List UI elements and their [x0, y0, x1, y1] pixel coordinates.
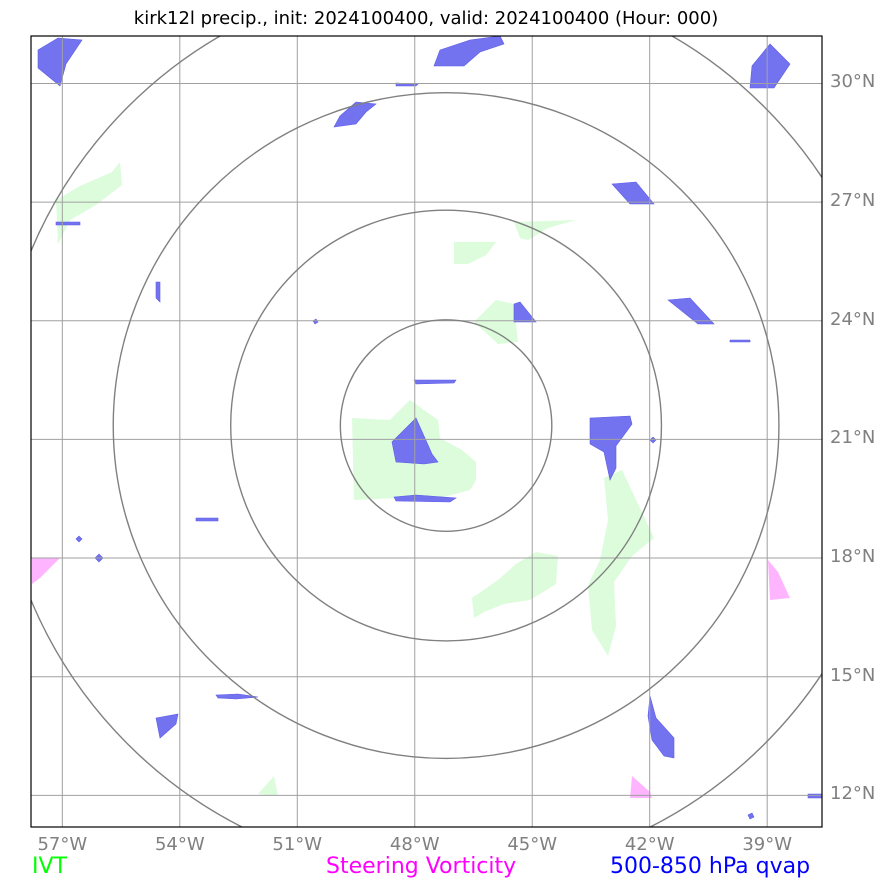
ivt-region [474, 300, 518, 344]
range-ring [230, 209, 663, 642]
latitude-tick-label: 18°N [830, 546, 876, 568]
qvap-region [413, 379, 457, 385]
longitude-tick-label: 54°W [154, 834, 205, 855]
longitude-tick-label: 45°W [507, 834, 558, 855]
ivt-region [588, 470, 654, 656]
longitude-tick-label: 42°W [624, 834, 675, 855]
ivt-region [258, 776, 278, 796]
qvap-region [729, 339, 751, 343]
qvap-region [155, 281, 161, 303]
qvap-region [393, 494, 457, 503]
qvap-region [155, 713, 179, 739]
qvap-region [649, 436, 657, 444]
legend-ivt: IVT [32, 854, 67, 879]
ivt-region [514, 220, 576, 240]
qvap-region [75, 535, 83, 543]
vorticity-regions [32, 558, 790, 798]
map-title: kirk12l precip., init: 2024100400, valid… [133, 8, 719, 29]
qvap-region [55, 221, 81, 226]
longitude-tick-label: 48°W [389, 834, 440, 855]
vorticity-region [630, 776, 652, 798]
latitude-tick-label: 27°N [830, 190, 876, 212]
map-frame [30, 35, 823, 828]
qvap-region [589, 415, 633, 481]
longitude-tick-label: 51°W [272, 834, 323, 855]
vorticity-region [768, 560, 790, 600]
qvap-region [333, 101, 377, 128]
latitude-tick-label: 15°N [830, 664, 876, 686]
qvap-region [312, 318, 319, 325]
vorticity-region [32, 558, 60, 584]
qvap-region [807, 793, 823, 799]
qvap-region [513, 301, 537, 323]
qvap-regions [37, 35, 823, 820]
gridlines [31, 36, 822, 827]
qvap-region [747, 812, 755, 820]
legend-qvap: 500-850 hPa qvap [610, 854, 811, 879]
qvap-region [611, 181, 655, 205]
range-ring [112, 92, 780, 760]
range-ring [339, 319, 553, 532]
ivt-region [454, 242, 496, 264]
ivt-region [472, 552, 558, 618]
latitude-tick-label: 12°N [830, 783, 876, 805]
longitude-tick-label: 39°W [742, 834, 793, 855]
qvap-region [37, 37, 83, 87]
ivt-region [56, 162, 122, 244]
qvap-region [749, 43, 791, 89]
qvap-region [647, 695, 675, 759]
latitude-tick-label: 30°N [830, 71, 876, 93]
qvap-region [667, 297, 715, 325]
qvap-region [215, 693, 259, 700]
qvap-region [195, 517, 219, 522]
latitude-tick-label: 21°N [830, 427, 876, 449]
longitude-tick-label: 57°W [37, 834, 88, 855]
legend-steering-vorticity: Steering Vorticity [326, 854, 517, 879]
latitude-tick-label: 24°N [830, 308, 876, 330]
qvap-region [433, 35, 505, 67]
